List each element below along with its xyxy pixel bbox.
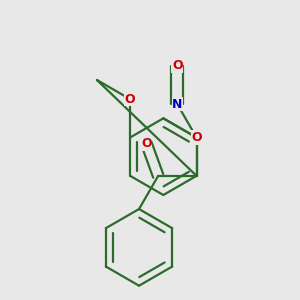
Text: O: O bbox=[172, 59, 183, 73]
Text: O: O bbox=[191, 131, 202, 144]
Text: O: O bbox=[125, 93, 135, 106]
Text: O: O bbox=[141, 137, 152, 150]
Text: N: N bbox=[172, 98, 183, 111]
